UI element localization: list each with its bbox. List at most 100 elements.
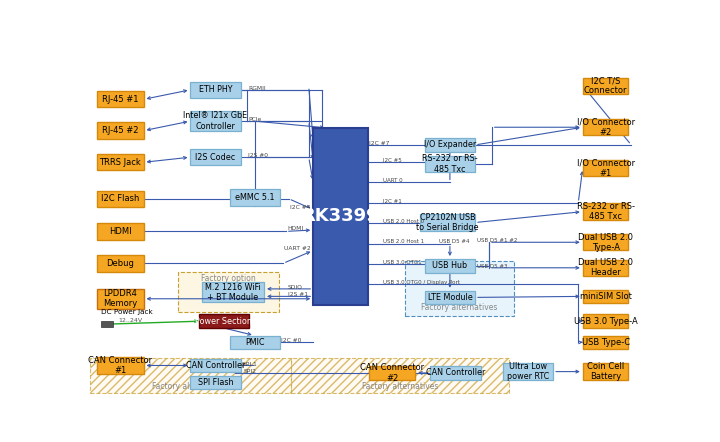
Text: Factory alternatives: Factory alternatives (361, 381, 438, 391)
FancyBboxPatch shape (97, 154, 143, 171)
FancyBboxPatch shape (582, 335, 629, 349)
Text: CAN Connector
#1: CAN Connector #1 (89, 356, 153, 375)
FancyBboxPatch shape (582, 234, 629, 251)
Text: PMIC: PMIC (245, 338, 264, 347)
Text: I2C #0: I2C #0 (282, 338, 302, 343)
FancyBboxPatch shape (313, 128, 368, 305)
Text: UART 0: UART 0 (383, 178, 402, 183)
FancyBboxPatch shape (425, 156, 475, 172)
Text: Dual USB 2.0
Type-A: Dual USB 2.0 Type-A (578, 232, 633, 252)
Text: I/O Connector
#2: I/O Connector #2 (577, 118, 634, 137)
Text: Coin Cell
Battery: Coin Cell Battery (587, 362, 624, 381)
Text: RGMII: RGMII (248, 86, 266, 91)
FancyBboxPatch shape (190, 111, 240, 131)
Text: USB 2.0 Host 0: USB 2.0 Host 0 (383, 219, 424, 224)
FancyBboxPatch shape (582, 77, 629, 94)
Text: RJ-45 #2: RJ-45 #2 (102, 126, 139, 135)
FancyBboxPatch shape (101, 321, 114, 327)
FancyBboxPatch shape (582, 259, 629, 276)
FancyBboxPatch shape (97, 191, 143, 207)
Text: eMMC 5.1: eMMC 5.1 (235, 193, 274, 202)
Text: USB Type-C: USB Type-C (582, 338, 630, 347)
Text: RJ-45 #1: RJ-45 #1 (102, 95, 139, 104)
Text: Power Section: Power Section (196, 317, 252, 326)
FancyBboxPatch shape (190, 358, 240, 372)
FancyBboxPatch shape (291, 358, 508, 393)
FancyBboxPatch shape (97, 91, 143, 107)
Text: USB Hub: USB Hub (432, 261, 467, 270)
FancyBboxPatch shape (202, 282, 264, 302)
Text: M.2 1216 WiFi
+ BT Module: M.2 1216 WiFi + BT Module (205, 282, 261, 302)
Text: I2S #1: I2S #1 (288, 292, 308, 297)
Text: I2S Codec: I2S Codec (195, 152, 235, 162)
FancyBboxPatch shape (431, 366, 481, 380)
FancyBboxPatch shape (97, 122, 143, 139)
Text: CAN Controller: CAN Controller (426, 369, 485, 377)
FancyBboxPatch shape (97, 357, 143, 373)
Text: Factory alternatives: Factory alternatives (152, 381, 229, 391)
FancyBboxPatch shape (190, 149, 240, 165)
FancyBboxPatch shape (90, 358, 291, 393)
Text: RK3399: RK3399 (302, 207, 379, 225)
Text: LTE Module: LTE Module (428, 293, 472, 302)
FancyBboxPatch shape (178, 271, 279, 312)
FancyBboxPatch shape (97, 289, 143, 309)
Text: TRRS Jack: TRRS Jack (99, 158, 141, 167)
Text: I2C #5: I2C #5 (383, 158, 402, 163)
Text: Debug: Debug (107, 259, 135, 268)
Text: Ultra Low
power RTC: Ultra Low power RTC (507, 362, 549, 381)
FancyBboxPatch shape (582, 363, 629, 380)
Text: USB 3.0 Type-A: USB 3.0 Type-A (574, 317, 637, 326)
FancyBboxPatch shape (425, 290, 475, 304)
FancyBboxPatch shape (582, 160, 629, 176)
Text: I2C #7: I2C #7 (369, 141, 390, 146)
Text: I2S #0: I2S #0 (248, 153, 268, 158)
Text: USB D5 #4: USB D5 #4 (438, 240, 469, 244)
Text: LPDDR4
Memory: LPDDR4 Memory (103, 289, 138, 309)
FancyBboxPatch shape (425, 259, 475, 273)
Text: Dual USB 2.0
Header: Dual USB 2.0 Header (578, 258, 633, 278)
FancyBboxPatch shape (405, 261, 514, 316)
Text: I2C #4: I2C #4 (289, 206, 310, 210)
FancyBboxPatch shape (425, 138, 475, 152)
Text: I/O Connector
#1: I/O Connector #1 (577, 158, 634, 178)
Text: SPI Flash: SPI Flash (198, 378, 233, 387)
FancyBboxPatch shape (97, 223, 143, 240)
FancyBboxPatch shape (420, 214, 475, 231)
FancyBboxPatch shape (97, 255, 143, 271)
Text: RS-232 or RS-
485 Txc: RS-232 or RS- 485 Txc (577, 202, 634, 221)
Text: CP2102N USB
to Serial Bridge: CP2102N USB to Serial Bridge (416, 213, 479, 232)
Text: USB 3.0 OTG1: USB 3.0 OTG1 (383, 260, 422, 265)
FancyBboxPatch shape (190, 376, 240, 389)
FancyBboxPatch shape (190, 82, 240, 98)
Text: SPI2: SPI2 (243, 369, 256, 374)
Text: DC Power Jack: DC Power Jack (101, 309, 153, 315)
FancyBboxPatch shape (503, 363, 553, 380)
Text: Intel® I21x GbE
Controller: Intel® I21x GbE Controller (184, 111, 248, 131)
Text: HDMI: HDMI (287, 226, 303, 231)
FancyBboxPatch shape (582, 290, 629, 303)
FancyBboxPatch shape (582, 119, 629, 135)
Text: ETH PHY: ETH PHY (199, 85, 233, 94)
Text: RS-232 or RS-
485 Txc: RS-232 or RS- 485 Txc (422, 154, 478, 174)
Text: I2C #1: I2C #1 (383, 198, 402, 204)
Text: USB D5 #1 #2: USB D5 #1 #2 (477, 238, 517, 243)
Text: CAN Connector
#2: CAN Connector #2 (360, 363, 424, 383)
Text: USB 2.0 Host 1: USB 2.0 Host 1 (383, 240, 424, 244)
Text: I2C Flash: I2C Flash (102, 194, 140, 203)
Text: Factory option: Factory option (201, 274, 256, 283)
Text: SDIO: SDIO (288, 285, 303, 290)
FancyBboxPatch shape (369, 366, 415, 380)
Text: CAN Controller: CAN Controller (186, 361, 246, 370)
FancyBboxPatch shape (199, 314, 249, 328)
Text: I/O Expander: I/O Expander (424, 141, 476, 149)
FancyBboxPatch shape (582, 314, 629, 328)
Text: 12..24V: 12..24V (118, 318, 142, 324)
Text: HDMI: HDMI (109, 227, 132, 236)
Text: I2C T/S
Connector: I2C T/S Connector (584, 76, 627, 95)
Text: miniSIM Slot: miniSIM Slot (580, 292, 631, 301)
Text: USB 3.0 OTG0 / Display Port: USB 3.0 OTG0 / Display Port (383, 280, 460, 285)
FancyBboxPatch shape (230, 189, 279, 206)
Text: PCIe: PCIe (248, 117, 261, 122)
FancyBboxPatch shape (582, 203, 629, 220)
